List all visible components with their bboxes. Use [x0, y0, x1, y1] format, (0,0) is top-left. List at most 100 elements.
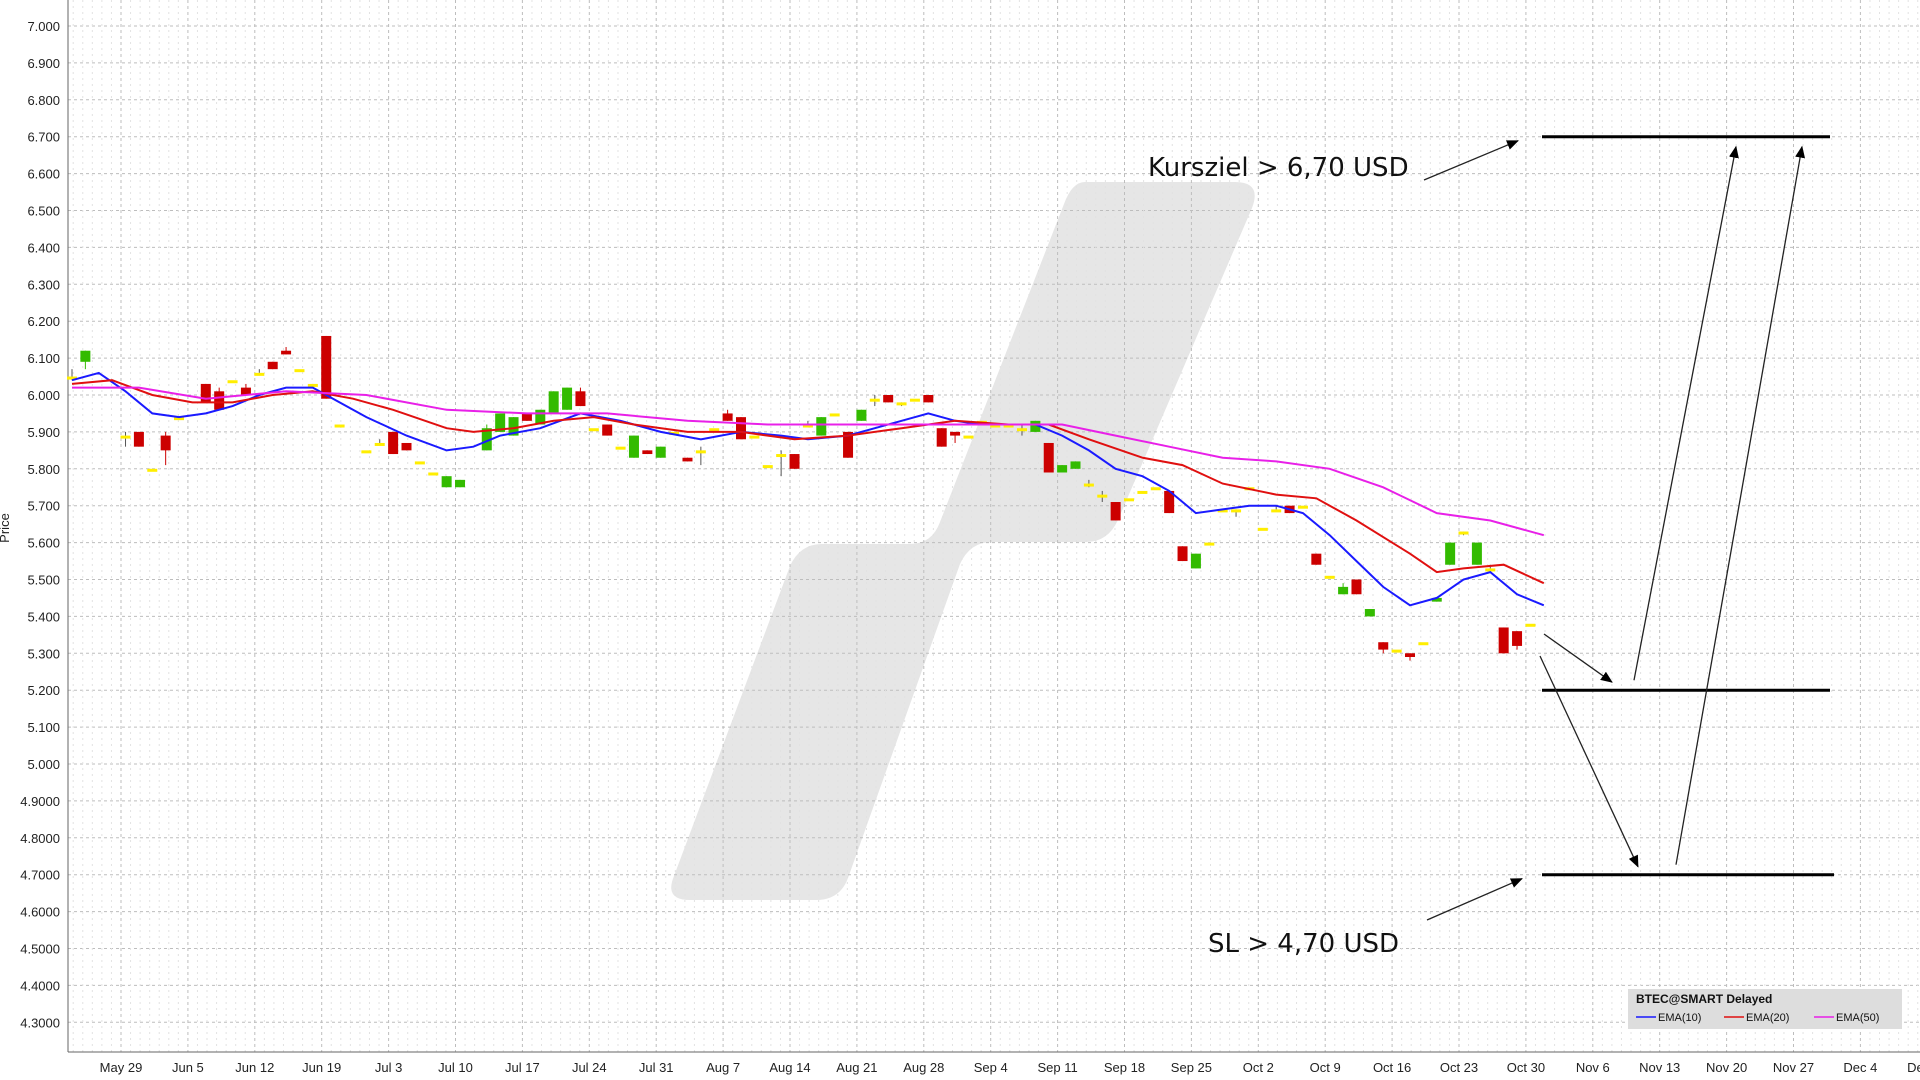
- candle-body: [495, 413, 506, 432]
- candle-body: [1137, 490, 1148, 494]
- candle-body: [1297, 505, 1308, 509]
- candle-body: [883, 395, 894, 403]
- annotation-arrows: [1423, 140, 1806, 921]
- candle: [1204, 542, 1215, 546]
- y-tick-label: 6.100: [27, 351, 60, 366]
- legend-item-ema50: EMA(50): [1836, 1012, 1879, 1024]
- candle-body: [414, 461, 425, 465]
- candle-body: [923, 395, 934, 403]
- candle: [963, 435, 974, 439]
- candle-body: [1498, 627, 1509, 654]
- candle-body: [776, 454, 787, 458]
- candle: [80, 350, 91, 370]
- candle: [1110, 502, 1121, 521]
- candle: [1378, 642, 1389, 654]
- candle: [1083, 479, 1094, 488]
- level-lines: [1542, 135, 1834, 877]
- candle-body: [628, 435, 639, 458]
- candle: [1164, 490, 1175, 514]
- candle-body: [361, 450, 372, 454]
- candle-body: [281, 350, 292, 355]
- annotation-arrow: [1539, 655, 1639, 868]
- candle: [120, 431, 131, 447]
- candle-body: [1016, 428, 1027, 432]
- y-tick-label: 7.000: [27, 19, 60, 34]
- candle-body: [240, 387, 251, 395]
- annotation-arrow: [1426, 878, 1523, 921]
- candle: [695, 446, 706, 466]
- candle-body: [214, 391, 225, 410]
- y-tick-label: 4.5000: [20, 942, 60, 957]
- candle: [1445, 542, 1456, 565]
- candle: [1324, 575, 1335, 579]
- candle-body: [267, 361, 278, 370]
- candle: [535, 409, 546, 425]
- legend-item-ema20: EMA(20): [1746, 1012, 1789, 1024]
- candle-body: [936, 428, 947, 447]
- candle: [481, 424, 492, 451]
- candle-body: [655, 446, 666, 458]
- candle-body: [1431, 597, 1442, 602]
- candle-body: [615, 446, 626, 450]
- candle-body: [963, 435, 974, 439]
- annotation-arrow: [1543, 633, 1613, 683]
- candle: [521, 413, 532, 421]
- x-tick-label: Sep 4: [974, 1060, 1008, 1075]
- candle: [1391, 649, 1402, 653]
- candle-body: [307, 383, 318, 387]
- candle-body: [481, 428, 492, 451]
- candle: [722, 409, 733, 421]
- candle-body: [455, 479, 466, 488]
- candle-body: [521, 413, 532, 421]
- candle: [562, 387, 573, 410]
- candle-body: [1204, 542, 1215, 546]
- y-tick-label: 5.300: [27, 646, 60, 661]
- candle: [936, 428, 947, 447]
- candle: [856, 409, 867, 421]
- candle: [1030, 420, 1041, 432]
- candle-body: [160, 435, 171, 451]
- candle: [682, 457, 693, 462]
- candle-body: [909, 398, 920, 402]
- candle: [294, 369, 305, 373]
- candle-body: [642, 450, 653, 455]
- candle-body: [1043, 442, 1054, 473]
- y-tick-label: 6.300: [27, 277, 60, 292]
- x-tick-label: Oct 30: [1507, 1060, 1545, 1075]
- candle: [749, 435, 760, 439]
- candle-body: [200, 383, 211, 403]
- candle-body: [428, 472, 439, 476]
- candle-body: [816, 417, 827, 436]
- candle: [762, 465, 773, 469]
- candle: [1471, 542, 1482, 565]
- candle-body: [1471, 542, 1482, 565]
- candle: [1297, 505, 1308, 509]
- candle-body: [227, 380, 238, 384]
- candle: [816, 417, 827, 436]
- candle: [575, 387, 586, 407]
- candle-body: [762, 465, 773, 469]
- candle-body: [441, 476, 452, 488]
- candle: [1311, 553, 1322, 565]
- candle-body: [80, 350, 91, 362]
- x-tick-label: Sep 11: [1037, 1060, 1077, 1075]
- candle: [1070, 461, 1081, 469]
- candle-body: [1324, 575, 1335, 579]
- y-tick-label: 4.7000: [20, 868, 60, 883]
- candle: [588, 428, 599, 432]
- candle: [214, 387, 225, 410]
- y-tick-label: 6.600: [27, 167, 60, 182]
- x-tick-label: Aug 21: [836, 1060, 877, 1075]
- candle-body: [1405, 653, 1415, 657]
- candle-body: [802, 424, 813, 428]
- candle: [923, 395, 934, 403]
- candle: [1124, 498, 1135, 502]
- x-tick-label: May 29: [100, 1060, 143, 1075]
- candle-body: [508, 417, 519, 436]
- candle-body: [843, 431, 854, 458]
- candle-body: [374, 442, 385, 446]
- candle-body: [548, 391, 559, 414]
- annotation-arrow: [1423, 140, 1519, 181]
- candle: [829, 413, 840, 417]
